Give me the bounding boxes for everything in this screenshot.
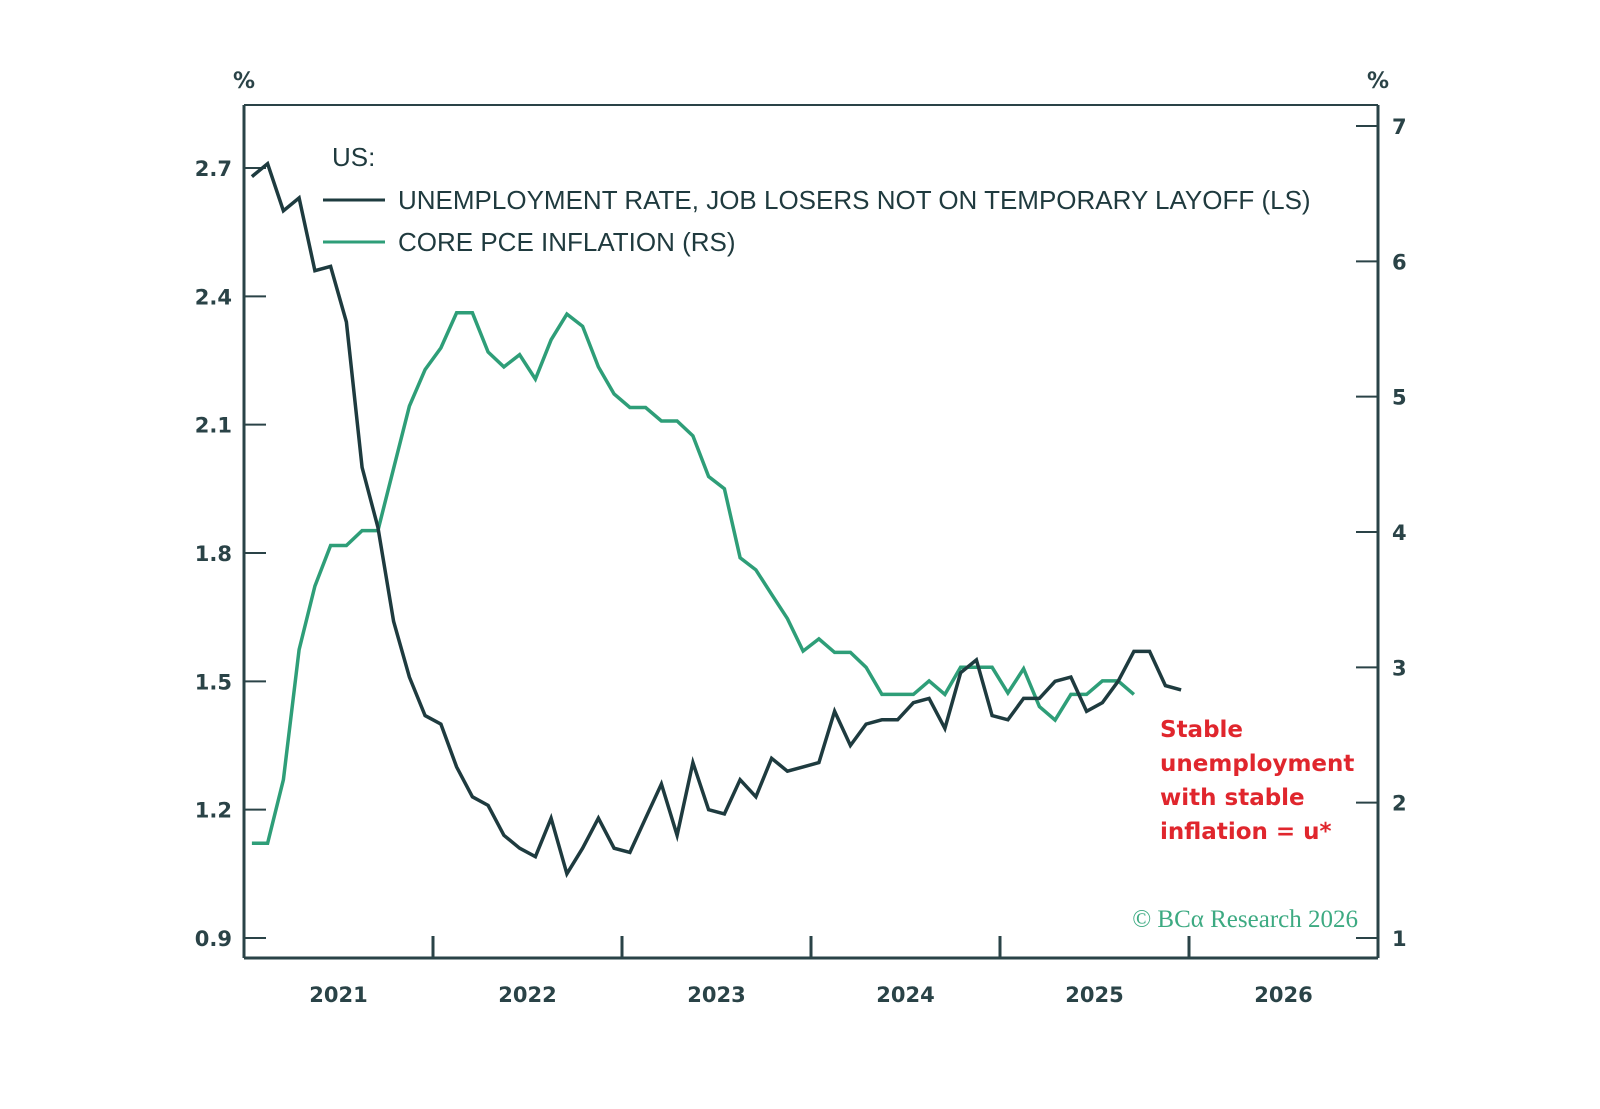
x-tick-label: 2025 <box>1065 983 1123 1007</box>
left-axis-unit: % <box>233 69 255 94</box>
left-tick-label: 2.4 <box>195 285 232 309</box>
watermark: © BCα Research 2026 <box>1132 906 1358 933</box>
right-tick-label: 7 <box>1392 115 1407 139</box>
left-tick-label: 1.5 <box>195 670 232 694</box>
right-axis: 1 2 3 4 5 6 7 <box>1356 115 1407 951</box>
right-axis-unit: % <box>1367 69 1389 94</box>
left-tick-label: 2.7 <box>195 157 232 181</box>
legend-label-unemployment: UNEMPLOYMENT RATE, JOB LOSERS NOT ON TEM… <box>398 185 1311 215</box>
series-layer <box>250 160 1182 879</box>
x-tick-label: 2022 <box>498 983 556 1007</box>
annotation-line: inflation = u* <box>1160 819 1332 845</box>
annotation-line: Stable <box>1160 717 1243 743</box>
right-tick-label: 5 <box>1392 386 1407 410</box>
left-axis: 0.9 1.2 1.5 1.8 2.1 2.4 2.7 <box>195 157 266 951</box>
x-tick-label: 2023 <box>687 983 745 1007</box>
series-line-core-pce <box>251 311 1136 846</box>
right-tick-label: 2 <box>1392 792 1407 816</box>
legend-heading: US: <box>332 142 375 172</box>
right-tick-label: 1 <box>1392 927 1407 951</box>
legend-label-core-pce: CORE PCE INFLATION (RS) <box>398 227 736 257</box>
left-tick-label: 1.8 <box>195 542 232 566</box>
left-tick-label: 2.1 <box>195 414 232 438</box>
x-tick-label: 2021 <box>309 983 367 1007</box>
x-tick-label: 2026 <box>1254 983 1312 1007</box>
right-tick-label: 6 <box>1392 250 1407 274</box>
series-line-unemployment <box>250 160 1182 879</box>
left-tick-label: 1.2 <box>195 799 232 823</box>
right-tick-label: 3 <box>1392 656 1407 680</box>
legend: US: UNEMPLOYMENT RATE, JOB LOSERS NOT ON… <box>323 142 1311 257</box>
annotation-line: with stable <box>1160 785 1305 811</box>
x-tick-label: 2024 <box>876 983 934 1007</box>
left-tick-label: 0.9 <box>195 927 232 951</box>
x-axis: 2021 2022 2023 2024 2025 2026 <box>309 936 1313 1007</box>
annotation: Stable unemployment with stable inflatio… <box>1160 717 1354 845</box>
right-tick-label: 4 <box>1392 521 1407 545</box>
annotation-line: unemployment <box>1160 751 1354 777</box>
